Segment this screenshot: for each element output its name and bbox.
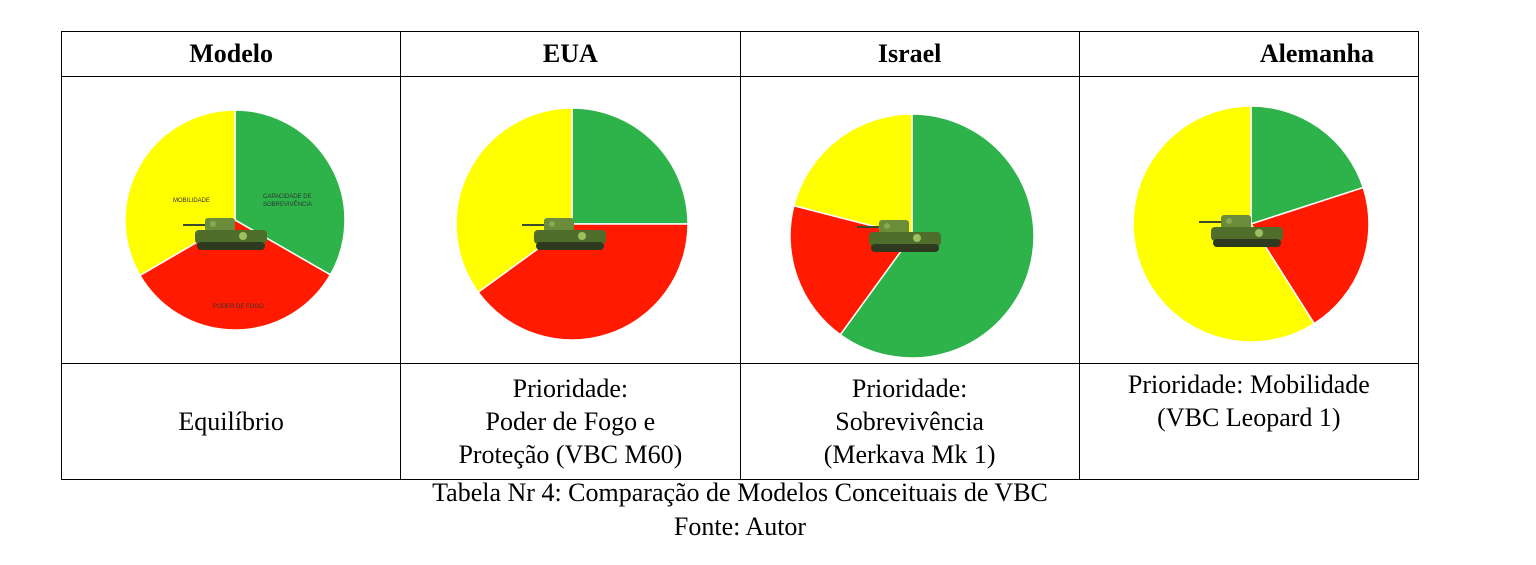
desc-eua-line-1: Prioridade: (512, 374, 629, 403)
desc-israel-line-1: Prioridade: (851, 374, 968, 403)
desc-alemanha-line-1: Prioridade: Mobilidade (1127, 370, 1370, 399)
desc-alemanha-line-2: (VBC Leopard 1) (1157, 403, 1341, 432)
desc-modelo: Equilíbrio (60, 363, 402, 480)
slice-sobrevivencia (1250, 105, 1365, 226)
pie-chart-eua (455, 107, 690, 341)
chart-cell-modelo: CAPACIDADE DE SOBREVIVÊNCIA MOBILIDADE P… (60, 76, 402, 364)
table-caption: Tabela Nr 4: Comparação de Modelos Conce… (432, 478, 1048, 507)
slice-mobilidade (792, 113, 913, 237)
slice-label-poder-fogo: PODER DE FOGO (213, 304, 264, 310)
desc-eua-line-2: Poder de Fogo e (485, 407, 656, 436)
chart-cell-alemanha (1078, 76, 1420, 364)
slice-label-mobilidade: MOBILIDADE (173, 198, 210, 204)
header-eua: EUA (400, 31, 741, 77)
header-modelo: Modelo (60, 31, 402, 77)
slice-mobilidade (455, 107, 574, 294)
tank-icon (183, 218, 268, 250)
desc-israel-line-3: (Merkava Mk 1) (823, 440, 996, 469)
desc-alemanha: Prioridade: Mobilidade (VBC Leopard 1) (1078, 363, 1420, 480)
desc-eua-line-3: Proteção (VBC M60) (458, 440, 683, 469)
desc-modelo-line-1: Equilíbrio (178, 407, 284, 436)
tank-icon (856, 220, 941, 252)
tank-icon (1198, 215, 1283, 247)
slice-poder-de-fogo (139, 219, 332, 331)
desc-israel: Prioridade: Sobrevivência (Merkava Mk 1) (739, 363, 1080, 480)
source-caption: Fonte: Autor (673, 512, 807, 541)
desc-israel-line-2: Sobrevivência (835, 407, 984, 436)
chart-row: CAPACIDADE DE SOBREVIVÊNCIA MOBILIDADE P… (60, 76, 1420, 364)
pie-chart-modelo: CAPACIDADE DE SOBREVIVÊNCIA MOBILIDADE P… (124, 109, 346, 331)
pie-chart-israel (788, 113, 1035, 359)
slice-label-sobrevivencia-2: SOBREVIVÊNCIA (263, 200, 312, 208)
header-row: Modelo EUA Israel Alemanha (60, 31, 1420, 77)
comparison-table: Modelo EUA Israel Alemanha CAPACIDADE DE… (60, 31, 1420, 480)
desc-eua: Prioridade: Poder de Fogo e Proteção (VB… (400, 363, 741, 480)
slice-poder-de-fogo (1249, 186, 1370, 325)
chart-cell-eua (400, 76, 741, 364)
description-row: Equilíbrio Prioridade: Poder de Fogo e P… (60, 363, 1420, 480)
slice-label-sobrevivencia-1: CAPACIDADE DE (263, 194, 312, 200)
pie-chart-alemanha (1132, 105, 1370, 343)
slice-poder-de-fogo (477, 223, 690, 341)
slice-sobrevivencia (571, 107, 690, 225)
chart-cell-israel (739, 76, 1080, 364)
header-alemanha: Alemanha (1078, 31, 1420, 77)
tank-icon (522, 218, 607, 250)
header-israel: Israel (739, 31, 1080, 77)
